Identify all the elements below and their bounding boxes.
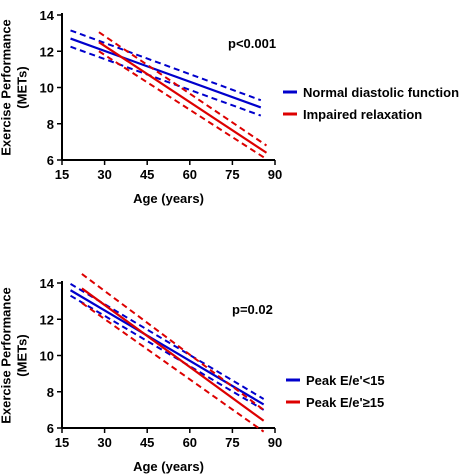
series-0 — [69, 283, 265, 411]
x-tick-label: 30 — [97, 167, 111, 182]
ci-upper-line — [70, 283, 265, 400]
regression-line — [81, 287, 265, 422]
x-tick-label: 90 — [268, 435, 282, 450]
chart-peak-e-e-ratio: 15 30 45 60 75 90 6 8 10 12 14 Age (years) Exercise … — [0, 273, 385, 474]
y-tick-label: 10 — [40, 81, 54, 96]
p-value-annotation: p<0.001 — [228, 36, 276, 51]
ci-lower-line — [70, 294, 265, 411]
y-axis-title-line: (METs) — [15, 66, 30, 108]
legend-label: Peak E/e'≥15 — [306, 395, 384, 410]
x-tick-label: 30 — [97, 435, 111, 450]
p-value-annotation: p=0.02 — [232, 302, 273, 317]
x-axis-title: Age (years) — [133, 459, 204, 474]
y-tick-label: 12 — [40, 312, 54, 327]
x-tick-label: 45 — [140, 167, 154, 182]
ci-lower-line — [81, 302, 265, 433]
regression-line — [98, 41, 268, 154]
y-tick-label: 6 — [47, 153, 54, 168]
y-tick-label: 12 — [40, 44, 54, 59]
regression-line — [69, 289, 265, 406]
x-tick-label: 75 — [225, 167, 239, 182]
y-tick-label: 8 — [47, 385, 54, 400]
ci-lower-line — [70, 45, 262, 117]
y-axis-title-line: Exercise Performance — [0, 287, 14, 424]
series-1 — [81, 273, 265, 433]
y-tick-label: 14 — [40, 8, 55, 23]
x-tick-label: 75 — [225, 435, 239, 450]
x-axis-title: Age (years) — [133, 191, 204, 206]
series-1 — [98, 31, 268, 160]
legend-label: Normal diastolic function — [303, 85, 459, 100]
regression-line — [70, 37, 262, 109]
x-tick-label: 15 — [55, 435, 69, 450]
x-tick-label: 90 — [268, 167, 282, 182]
y-tick-label: 14 — [40, 276, 55, 291]
y-axis-title-line: (METs) — [15, 334, 30, 376]
ci-upper-line — [81, 273, 265, 411]
chart-diastolic-function: 15 30 45 60 75 90 6 8 10 12 14 Age (years) Exercise … — [0, 8, 459, 206]
y-tick-label: 6 — [47, 421, 54, 436]
legend-label: Peak E/e'<15 — [306, 373, 385, 388]
ci-upper-line — [70, 29, 262, 102]
ci-lower-line — [98, 50, 268, 160]
ci-upper-line — [98, 31, 268, 147]
x-tick-label: 45 — [140, 435, 154, 450]
legend-label: Impaired relaxation — [303, 107, 422, 122]
y-tick-label: 8 — [47, 117, 54, 132]
x-tick-label: 15 — [55, 167, 69, 182]
x-tick-label: 60 — [183, 167, 197, 182]
series-0 — [70, 29, 262, 117]
y-axis-title-line: Exercise Performance — [0, 19, 14, 156]
x-tick-label: 60 — [183, 435, 197, 450]
y-tick-label: 10 — [40, 349, 54, 364]
